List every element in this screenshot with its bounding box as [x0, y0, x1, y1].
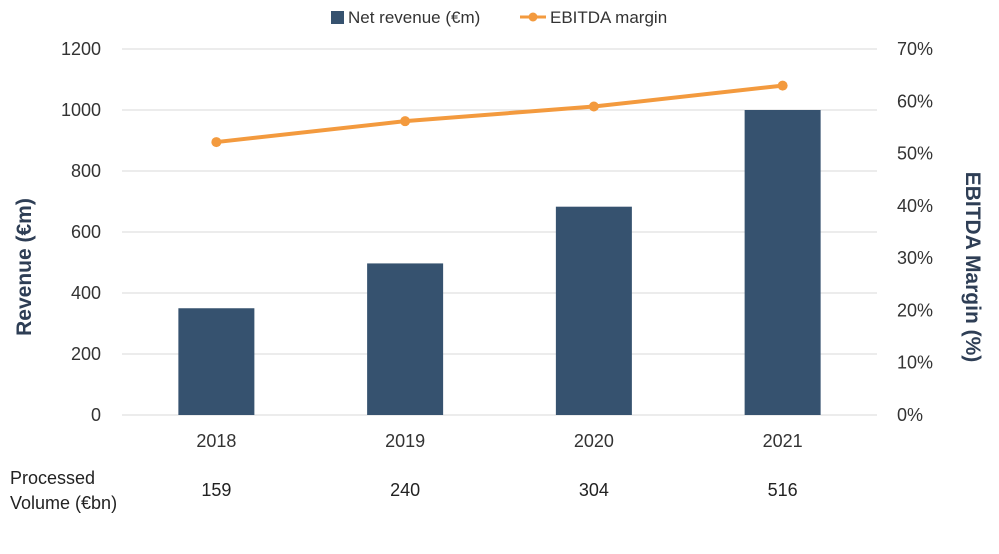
bar-2021	[744, 110, 821, 415]
y2-tick-label: 60%	[897, 91, 933, 111]
y-tick-label: 400	[71, 283, 101, 303]
processed-volume-label-line2: Volume (€bn)	[10, 493, 118, 513]
x-axis-ticks: 2018 2019 2020 2021	[196, 431, 802, 451]
y-tick-label: 200	[71, 344, 101, 364]
x-tick-label: 2018	[196, 431, 236, 451]
x-tick-label: 2020	[574, 431, 614, 451]
bar-2019	[367, 263, 444, 415]
y2-tick-label: 50%	[897, 144, 933, 164]
processed-volume-2020: 304	[578, 480, 609, 500]
processed-volume-label: Processed Volume (€bn)	[10, 466, 150, 516]
processed-volume-2018: 159	[201, 480, 232, 500]
ebitda-point-2021	[777, 80, 788, 91]
legend-swatch-net-revenue	[331, 11, 344, 24]
processed-volume-2019: 240	[390, 480, 421, 500]
y-tick-label: 800	[71, 161, 101, 181]
right-axis-ticks: 0% 10% 20% 30% 40% 50% 60% 70%	[897, 39, 933, 425]
processed-volume-label-line1: Processed	[10, 468, 96, 488]
bar-2018	[178, 308, 255, 415]
left-axis-ticks: 0 200 400 600 800 1000 1200	[61, 39, 101, 425]
y2-tick-label: 20%	[897, 300, 933, 320]
y-tick-label: 0	[91, 405, 101, 425]
y2-tick-label: 70%	[897, 39, 933, 59]
y-axis-title: Revenue (€m)	[13, 198, 36, 336]
processed-volume-2021: 516	[767, 480, 798, 500]
ebitda-point-2019	[400, 116, 411, 127]
ebitda-point-2018	[211, 137, 222, 148]
x-tick-label: 2019	[385, 431, 425, 451]
ebitda-point-2020	[588, 101, 599, 112]
legend-marker-ebitda-margin	[528, 12, 538, 22]
y-tick-label: 1200	[61, 39, 101, 59]
y2-tick-label: 40%	[897, 196, 933, 216]
legend-label-ebitda-margin: EBITDA margin	[550, 8, 667, 27]
legend-label-net-revenue: Net revenue (€m)	[348, 8, 480, 27]
ebitda-line	[211, 80, 788, 148]
y-tick-label: 600	[71, 222, 101, 242]
y2-tick-label: 0%	[897, 405, 923, 425]
legend: Net revenue (€m) EBITDA margin	[331, 8, 667, 27]
x-tick-label: 2021	[763, 431, 803, 451]
y2-tick-label: 10%	[897, 353, 933, 373]
y2-tick-label: 30%	[897, 248, 933, 268]
ebitda-margin-line	[216, 83, 783, 145]
revenue-bars	[178, 110, 821, 415]
y2-axis-title: EBITDA Margin (%)	[961, 172, 984, 363]
bar-2020	[555, 206, 632, 415]
y-tick-label: 1000	[61, 100, 101, 120]
